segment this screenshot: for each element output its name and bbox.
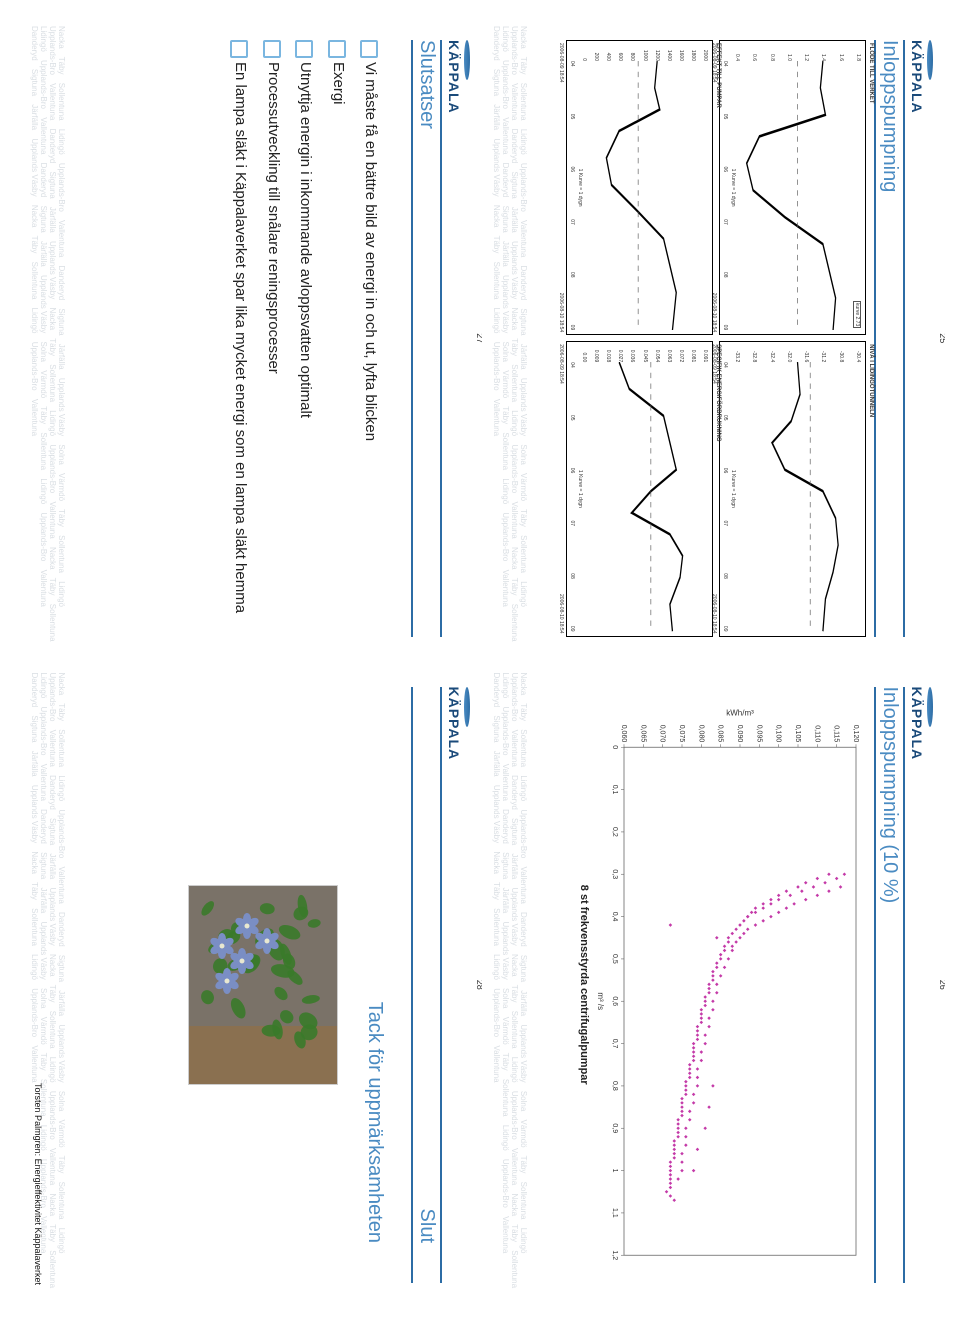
bg-words: Nacka Täby Sollentuna Lidingö Upplands-B…	[493, 667, 531, 1304]
slide-title: Slut	[416, 687, 439, 1284]
svg-text:0,075: 0,075	[678, 724, 685, 742]
chart-level: NIVÅ I LIDINGÖTUNNELN -30.4-30.8-31.2-31…	[719, 341, 866, 636]
footer: Torsten Palmgren: Energieffektivitet Käp…	[33, 1083, 43, 1285]
svg-text:0,085: 0,085	[717, 724, 724, 742]
svg-text:0,7: 0,7	[611, 1038, 618, 1048]
svg-text:0,4: 0,4	[611, 911, 618, 921]
slide-25: 25 KÄPPALA Inloppspumpning FLÖDE TILL VE…	[493, 20, 946, 657]
svg-text:0,3: 0,3	[611, 869, 618, 879]
svg-text:0,115: 0,115	[833, 725, 840, 742]
title-underline	[874, 40, 876, 637]
svg-text:1,2: 1,2	[611, 1250, 618, 1260]
chart-flow: FLÖDE TILL VERKET 1.81.61.41.21.00.80.60…	[719, 40, 866, 335]
svg-text:0,120: 0,120	[852, 724, 859, 742]
page-number: 28	[476, 980, 483, 990]
bg-words: Nacka Täby Sollentuna Lidingö Upplands-B…	[493, 20, 531, 657]
title-underline	[874, 687, 876, 1284]
slide-28: 28 KÄPPALA Slut Tack för uppmärksamheten…	[30, 667, 483, 1304]
chart-spec: SPECIFIK ENERGIFÖRBRUKNING 0.0910.0810.0…	[566, 341, 713, 636]
bullet-item: Vi måste få en bättre bild av energi in …	[359, 40, 382, 637]
svg-text:0: 0	[611, 745, 618, 749]
logo: KÄPPALA	[909, 687, 925, 1284]
svg-text:1: 1	[611, 1168, 618, 1172]
bullet-list: Vi måste få en bättre bild av energi in …	[229, 40, 382, 637]
svg-text:0,1: 0,1	[611, 784, 618, 794]
bullet-item: Processutveckling till snålare reningspr…	[262, 40, 285, 637]
svg-text:0,070: 0,070	[659, 724, 666, 742]
bg-words: Nacka Täby Sollentuna Lidingö Upplands-B…	[30, 20, 68, 657]
svg-text:m³ /s: m³ /s	[596, 992, 605, 1010]
page-number: 26	[938, 980, 945, 990]
page-number: 27	[476, 333, 483, 343]
slide-27: 27 KÄPPALA Slutsatser Vi måste få en bät…	[30, 20, 483, 657]
slide-26: 26 KÄPPALA Inloppspumpning (10 %) 0,0600…	[493, 667, 946, 1304]
svg-text:0,6: 0,6	[611, 996, 618, 1006]
slide-title: Inloppspumpning (10 %)	[878, 687, 901, 1284]
page-number: 25	[938, 333, 945, 343]
svg-text:0,090: 0,090	[736, 724, 743, 742]
logo: KÄPPALA	[447, 40, 463, 637]
quad-chart-grid: FLÖDE TILL VERKET 1.81.61.41.21.00.80.60…	[566, 40, 866, 637]
svg-text:0,110: 0,110	[813, 725, 820, 742]
title-bar: Inloppspumpning (10 %)	[878, 687, 905, 1284]
chart-power: EFFEKT TILL PUMPAR 200018001600140012001…	[566, 40, 713, 335]
svg-text:0,2: 0,2	[611, 827, 618, 837]
svg-text:0,105: 0,105	[794, 724, 801, 742]
title-bar: Inloppspumpning	[878, 40, 905, 637]
svg-text:1,1: 1,1	[611, 1208, 618, 1218]
title-underline	[412, 40, 414, 637]
slide-title: Slutsatser	[416, 40, 439, 637]
svg-text:0,9: 0,9	[611, 1123, 618, 1133]
title-underline	[412, 687, 414, 1284]
svg-text:0,095: 0,095	[755, 724, 762, 742]
yaxis: 1.81.61.41.21.00.80.60.4	[734, 43, 861, 61]
thanks-text: Tack för uppmärksamheten	[364, 687, 387, 1284]
svg-text:0,8: 0,8	[611, 1081, 618, 1091]
logo: KÄPPALA	[447, 687, 463, 1284]
slide-title: Inloppspumpning	[878, 40, 901, 637]
svg-text:0,060: 0,060	[620, 724, 627, 742]
title-bar: Slut	[416, 687, 443, 1284]
scatter-chart: 0,060 0,065 0,070 0,075 0,080 0,085 0,090 0,095…	[594, 687, 864, 1284]
svg-text:kWh/m³: kWh/m³	[726, 708, 754, 717]
bullet-item: En lampa släkt i Käppalaverket spar lika…	[229, 40, 252, 637]
flower-photo	[189, 885, 339, 1085]
chart-subcaption: 8 st frekvensstyrda centrifugalpumpar	[578, 687, 590, 1284]
logo: KÄPPALA	[909, 40, 925, 637]
svg-text:0,100: 0,100	[775, 724, 782, 742]
title-bar: Slutsatser	[416, 40, 443, 637]
svg-text:0,5: 0,5	[611, 954, 618, 964]
svg-text:0,065: 0,065	[639, 724, 646, 742]
bullet-item: Exergi	[327, 40, 350, 637]
bullet-item: Utnyttja energin i inkommande avloppsvat…	[294, 40, 317, 637]
svg-text:0,080: 0,080	[697, 724, 704, 742]
